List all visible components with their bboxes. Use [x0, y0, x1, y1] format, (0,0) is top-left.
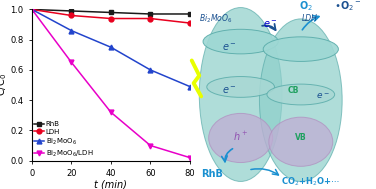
- Ellipse shape: [269, 117, 333, 166]
- Ellipse shape: [203, 29, 278, 54]
- LDH: [69, 14, 74, 17]
- Ellipse shape: [209, 113, 273, 163]
- Ellipse shape: [199, 8, 282, 181]
- Line: LDH: LDH: [30, 7, 192, 26]
- LDH: [30, 8, 34, 11]
- $\mathregular{Bi_2MoO_6}$: [69, 29, 74, 32]
- $\mathregular{Bi_2MoO_6}$: [30, 8, 34, 11]
- Text: Bi$_2$MoO$_6$: Bi$_2$MoO$_6$: [199, 13, 233, 25]
- Ellipse shape: [263, 37, 338, 61]
- RhB: [109, 11, 113, 14]
- $\mathregular{Bi_2MoO_6}$/LDH: [188, 156, 192, 159]
- Line: $\mathregular{Bi_2MoO_6}$/LDH: $\mathregular{Bi_2MoO_6}$/LDH: [30, 7, 192, 160]
- Y-axis label: C/C$_0$: C/C$_0$: [0, 74, 9, 97]
- X-axis label: t (min): t (min): [94, 179, 127, 189]
- $\mathregular{Bi_2MoO_6}$: [148, 69, 153, 71]
- Text: CO$_2$+H$_2$O+$\cdots$: CO$_2$+H$_2$O+$\cdots$: [281, 175, 340, 188]
- $\mathregular{Bi_2MoO_6}$/LDH: [69, 61, 74, 64]
- LDH: [109, 17, 113, 20]
- Line: RhB: RhB: [30, 7, 192, 16]
- Text: $e^-$: $e^-$: [263, 19, 278, 30]
- Line: $\mathregular{Bi_2MoO_6}$: $\mathregular{Bi_2MoO_6}$: [30, 7, 192, 89]
- Ellipse shape: [267, 84, 335, 105]
- Text: VB: VB: [295, 133, 306, 143]
- Ellipse shape: [259, 19, 342, 181]
- Text: O$_2$: O$_2$: [299, 0, 314, 13]
- $\mathregular{Bi_2MoO_6}$/LDH: [109, 111, 113, 113]
- $\mathregular{Bi_2MoO_6}$/LDH: [30, 8, 34, 11]
- Legend: RhB, LDH, $\mathregular{Bi_2MoO_6}$, $\mathregular{Bi_2MoO_6}$/LDH: RhB, LDH, $\mathregular{Bi_2MoO_6}$, $\m…: [34, 121, 93, 159]
- $\mathregular{Bi_2MoO_6}$: [188, 85, 192, 88]
- Text: CB: CB: [288, 86, 299, 95]
- Text: $e^-$: $e^-$: [222, 42, 237, 53]
- Ellipse shape: [207, 77, 274, 97]
- Text: RhB: RhB: [202, 169, 223, 179]
- RhB: [30, 8, 34, 11]
- Text: $e^-$: $e^-$: [317, 92, 330, 101]
- Text: $h^+$: $h^+$: [233, 129, 248, 143]
- $\mathregular{Bi_2MoO_6}$/LDH: [148, 144, 153, 147]
- LDH: [188, 22, 192, 24]
- Text: $\bullet$O$_2$$^-$: $\bullet$O$_2$$^-$: [334, 0, 362, 13]
- RhB: [69, 10, 74, 12]
- RhB: [148, 13, 153, 15]
- Text: $e^-$: $e^-$: [222, 85, 237, 96]
- Text: LDH: LDH: [302, 14, 318, 23]
- LDH: [148, 17, 153, 20]
- RhB: [188, 13, 192, 15]
- $\mathregular{Bi_2MoO_6}$: [109, 46, 113, 48]
